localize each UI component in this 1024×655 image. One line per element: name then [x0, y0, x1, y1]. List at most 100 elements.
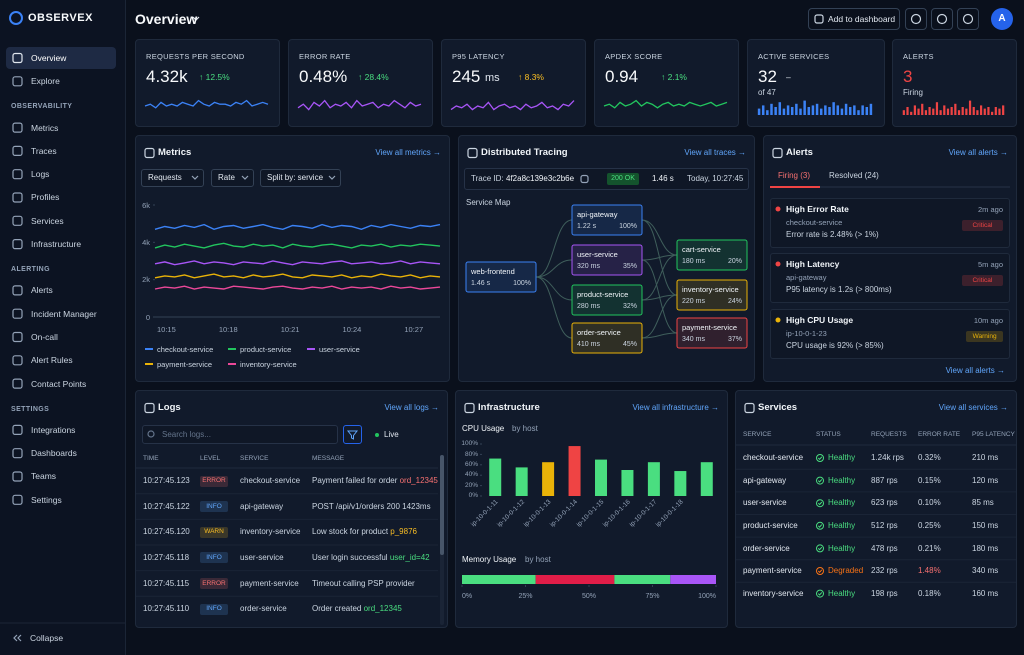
view-all-link[interactable]: View all logs → — [384, 403, 439, 413]
nav-item[interactable]: Traces — [31, 145, 57, 156]
search-icon — [147, 430, 155, 438]
node-name[interactable]: product-service — [577, 289, 629, 299]
filter-dropdown[interactable] — [141, 169, 204, 187]
tab[interactable]: Firing (3) — [778, 171, 811, 181]
node-share: 32% — [622, 302, 637, 310]
service-name[interactable]: api-gateway — [743, 475, 787, 485]
service-name[interactable]: inventory-service — [743, 588, 804, 598]
scrollbar-thumb[interactable] — [440, 455, 444, 555]
kpi-card — [135, 39, 280, 127]
node-name[interactable]: order-service — [577, 327, 621, 337]
icon — [12, 494, 23, 505]
log-highlight: user_id=42 — [389, 553, 430, 562]
nav-item[interactable]: Dashboards — [31, 448, 77, 459]
memory-segment — [462, 575, 536, 584]
infrastructure-panel — [455, 390, 728, 628]
avatar-initial[interactable]: A — [998, 13, 1006, 24]
nav-item[interactable]: Overview — [31, 52, 67, 63]
nav-section: SETTINGS — [11, 405, 50, 413]
service-name[interactable]: product-service — [743, 521, 798, 530]
nav-item[interactable]: Services — [31, 215, 64, 226]
page-title[interactable]: Overview — [135, 10, 198, 27]
alert-card[interactable] — [770, 253, 1010, 303]
add-dashboard-button[interactable] — [808, 8, 900, 30]
view-all-link[interactable]: View all alerts → — [948, 148, 1008, 158]
icon-button[interactable] — [905, 8, 927, 30]
trace-duration: 1.46 s — [652, 174, 674, 184]
spark-bar — [861, 105, 864, 115]
filter-dropdown[interactable] — [211, 169, 254, 187]
service-edge — [641, 294, 678, 339]
filter-label[interactable]: Requests — [148, 173, 182, 183]
series-line — [154, 285, 441, 290]
search-placeholder[interactable]: Search logs... — [162, 430, 211, 440]
series-line — [154, 242, 441, 249]
service-name[interactable]: order-service — [743, 543, 790, 553]
log-time: 10:27:45.123 — [143, 476, 190, 486]
service-name[interactable]: checkout-service — [743, 453, 804, 463]
spark-bar — [803, 100, 806, 115]
spark-bar — [848, 107, 852, 115]
spark-bar — [815, 103, 819, 115]
nav-item[interactable]: Incident Manager — [31, 308, 97, 319]
icon — [12, 331, 23, 343]
filter-label[interactable]: Split by: service — [267, 173, 324, 183]
node-name[interactable]: api-gateway — [577, 209, 618, 219]
nav-item[interactable]: Explore — [31, 76, 60, 87]
nav-item[interactable]: Infrastructure — [31, 239, 82, 249]
nav-item[interactable]: Contact Points — [31, 378, 87, 389]
service-status: Healthy — [828, 543, 856, 553]
nav-item[interactable]: Alerts — [31, 285, 53, 296]
filter-button[interactable] — [343, 425, 362, 444]
view-all-link[interactable]: View all infrastructure → — [632, 403, 719, 413]
nav-item[interactable]: Settings — [31, 494, 62, 505]
service-edge — [535, 219, 573, 278]
icon-button[interactable] — [957, 8, 979, 30]
view-all-link[interactable]: View all traces → — [684, 148, 746, 158]
node-name[interactable]: cart-service — [682, 244, 721, 254]
filter-label[interactable]: Rate — [218, 173, 235, 183]
spark-bar — [786, 105, 790, 115]
service-node — [465, 261, 537, 293]
icon — [12, 448, 23, 459]
node-name[interactable]: payment-service — [682, 322, 738, 332]
nav-item[interactable]: Profiles — [31, 192, 60, 203]
icon — [12, 471, 23, 482]
kpi-value: 3 — [903, 66, 913, 86]
node-duration: 1.46 s — [471, 279, 491, 287]
add-dashboard-label[interactable]: Add to dashboard — [828, 13, 896, 24]
icon — [12, 145, 23, 156]
filter-dropdown[interactable] — [260, 169, 341, 187]
collapse-button[interactable]: Collapse — [30, 632, 64, 643]
kpi-unit: ms — [485, 72, 500, 85]
nav-item[interactable]: Alert Rules — [31, 355, 73, 366]
alert-card[interactable] — [770, 198, 1010, 248]
nav-item[interactable]: Teams — [31, 471, 57, 482]
search-input[interactable] — [142, 425, 338, 444]
status-check — [817, 479, 823, 483]
spark-bar — [961, 107, 964, 115]
nav-item[interactable]: On-call — [31, 331, 58, 342]
spark-bar — [943, 105, 946, 115]
alert-card[interactable] — [770, 309, 1010, 359]
view-all-link[interactable]: View all services → — [938, 403, 1008, 413]
log-message: Low stock for product p_9876 — [312, 527, 417, 537]
service-latency: 120 ms — [972, 475, 999, 485]
kpi-delta: ↑ 28.4% — [358, 71, 389, 82]
nav-item[interactable]: Metrics — [31, 122, 59, 133]
nav-item[interactable]: Logs — [31, 169, 50, 180]
node-name[interactable]: web-frontend — [471, 266, 515, 276]
log-level: INFO — [206, 605, 222, 613]
service-name[interactable]: payment-service — [743, 566, 802, 576]
severity-badge — [966, 331, 1003, 342]
view-all-link[interactable]: View all metrics → — [375, 148, 441, 158]
nav-item[interactable]: Integrations — [31, 424, 76, 435]
view-all-link[interactable]: View all alerts → — [945, 366, 1005, 376]
icon-button[interactable] — [931, 8, 953, 30]
log-service: api-gateway — [240, 501, 284, 511]
status-check — [817, 524, 823, 528]
tab[interactable]: Resolved (24) — [829, 171, 879, 181]
node-name[interactable]: user-service — [577, 249, 618, 259]
node-name[interactable]: inventory-service — [682, 284, 739, 294]
service-name[interactable]: user-service — [743, 498, 787, 508]
